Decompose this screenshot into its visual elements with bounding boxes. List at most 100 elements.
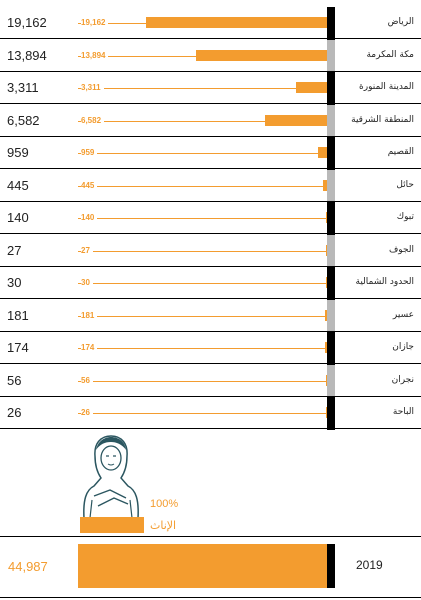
legend-percent: 100% — [150, 498, 179, 510]
female-figure-icon — [83, 435, 139, 518]
region-total: 30 — [7, 275, 22, 290]
leader-line — [78, 23, 146, 24]
leader-line — [78, 250, 326, 252]
bar — [326, 244, 327, 256]
divider — [0, 536, 421, 537]
grand-total: 44,987 — [8, 559, 48, 574]
data-label: 6,582 — [81, 115, 105, 125]
data-label: 140 — [81, 213, 98, 222]
leader-line — [78, 88, 296, 89]
bar — [195, 49, 327, 61]
leader-line — [78, 315, 326, 317]
region-total: 181 — [7, 307, 29, 323]
chart-row: 27 27 الجوف — [0, 234, 421, 267]
leader-line — [78, 283, 326, 284]
axis-segment — [327, 234, 335, 267]
leader-line — [78, 413, 326, 414]
row-divider — [0, 233, 421, 234]
row-divider — [0, 38, 421, 39]
region-label: حائل — [396, 179, 414, 190]
legend-label: الإناث — [150, 519, 177, 532]
axis-segment — [327, 169, 335, 202]
region-label: نجران — [391, 374, 414, 385]
chart-row: 174 174 جازان — [0, 332, 421, 365]
region-label: الباحة — [392, 407, 414, 417]
bar — [326, 277, 327, 288]
legend-swatch — [80, 517, 144, 533]
region-label: المدينة المنورة — [359, 82, 414, 92]
leader-line — [78, 55, 196, 57]
axis-segment — [327, 137, 335, 170]
region-total: 56 — [7, 372, 22, 388]
total-bar — [78, 544, 327, 588]
chart-row: 140 140 تبوك — [0, 202, 421, 235]
chart-row: 19,162 19,162 الرياض — [0, 7, 421, 40]
row-divider — [0, 298, 421, 299]
leader-line — [78, 380, 326, 382]
data-label: 3,311 — [81, 83, 104, 92]
total-axis — [327, 544, 335, 588]
row-divider — [0, 428, 421, 429]
leader-line — [78, 348, 326, 349]
axis-segment — [327, 299, 335, 332]
region-label: الحدود الشمالية — [355, 277, 415, 287]
leader-line — [78, 185, 323, 187]
data-label: 181 — [81, 310, 98, 320]
region-total: 174 — [7, 340, 29, 355]
leader-line — [78, 218, 326, 219]
region-label: عسير — [392, 309, 414, 320]
chart-row: 959 959 القصيم — [0, 137, 421, 170]
region-total: 19,162 — [7, 15, 47, 30]
chart-row: 181 181 عسير — [0, 299, 421, 332]
data-label: 26 — [81, 408, 93, 417]
bar — [326, 407, 327, 418]
region-total: 27 — [7, 242, 22, 258]
region-label: الجوف — [388, 244, 414, 255]
axis-segment — [327, 104, 335, 137]
bar — [325, 212, 327, 223]
data-label: 174 — [81, 343, 98, 352]
axis-segment — [327, 364, 335, 397]
data-label: 13,894 — [81, 50, 109, 60]
chart-row: 6,582 6,582 المنطقة الشرقية — [0, 104, 421, 137]
axis-segment — [327, 39, 335, 72]
region-total: 3,311 — [7, 80, 39, 95]
divider — [0, 597, 421, 598]
region-label: القصيم — [387, 147, 414, 157]
region-label: مكة المكرمة — [366, 49, 414, 60]
bar — [295, 82, 327, 93]
chart-row: 30 30 الحدود الشمالية — [0, 267, 421, 300]
data-label: 30 — [81, 278, 93, 287]
row-divider — [0, 135, 421, 137]
axis-segment — [327, 267, 335, 300]
bar — [325, 309, 327, 321]
chart-row: 3,311 3,311 المدينة المنورة — [0, 72, 421, 105]
region-label: الرياض — [387, 17, 414, 27]
region-total: 13,894 — [7, 47, 47, 63]
region-label: جازان — [392, 342, 414, 352]
row-divider — [0, 265, 421, 267]
region-total: 959 — [7, 145, 29, 160]
axis-segment — [327, 7, 335, 40]
chart-row: 13,894 13,894 مكة المكرمة — [0, 39, 421, 72]
data-label: 56 — [81, 375, 93, 385]
bar — [326, 374, 327, 386]
data-label: 19,162 — [81, 18, 109, 27]
region-total: 140 — [7, 210, 29, 225]
axis-segment — [327, 202, 335, 235]
leader-line — [78, 153, 318, 154]
data-label: 959 — [81, 148, 98, 157]
chart-row: 26 26 الباحة — [0, 397, 421, 430]
bar — [264, 114, 327, 126]
axis-segment — [327, 72, 335, 105]
bar — [317, 147, 327, 158]
bar — [325, 342, 327, 353]
year-label: 2019 — [356, 558, 383, 572]
data-label: 27 — [81, 245, 93, 255]
row-divider — [0, 70, 421, 72]
bar — [146, 17, 327, 28]
region-total: 445 — [7, 177, 29, 193]
data-label: 445 — [81, 180, 98, 190]
row-divider — [0, 330, 421, 332]
bar — [322, 179, 327, 191]
